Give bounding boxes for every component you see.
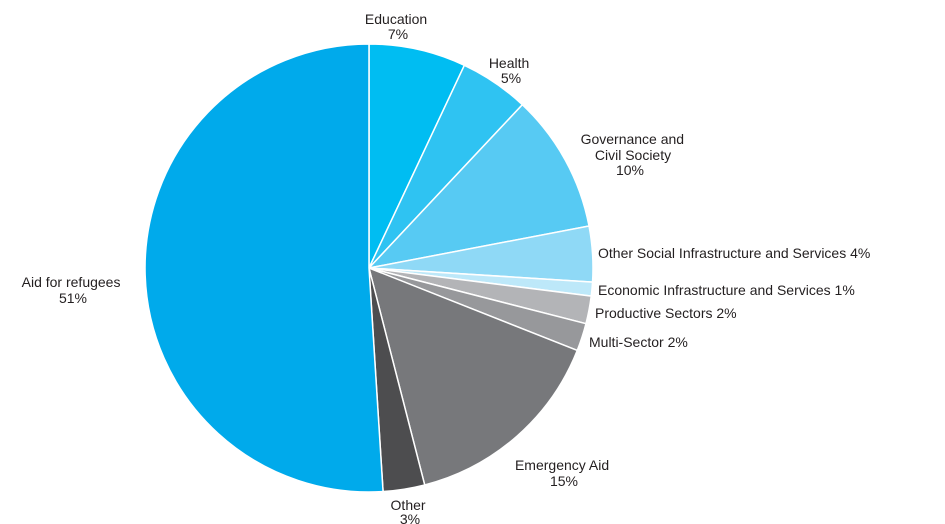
label-productive: Productive Sectors 2%	[595, 305, 737, 321]
label-emergency: Emergency Aid 15%	[515, 457, 613, 489]
label-education: Education 7%	[365, 11, 431, 42]
label-other: Other 3%	[391, 497, 430, 524]
pie-slice-aid-for-refugees	[144, 43, 384, 493]
slice-labels: Education 7% Health 5% Governance and Ci…	[22, 11, 871, 524]
label-health: Health 5%	[489, 55, 533, 86]
pie-slice-governance-and-civil-society	[366, 103, 590, 270]
label-economic: Economic Infrastructure and Services 1%	[598, 282, 855, 298]
label-other-social: Other Social Infrastructure and Services…	[598, 245, 870, 261]
label-multi-sector: Multi-Sector 2%	[589, 334, 688, 350]
pie-slice-emergency-aid	[367, 266, 579, 486]
label-governance: Governance and Civil Society 10%	[581, 131, 688, 178]
pie-slices	[144, 43, 594, 493]
label-refugees: Aid for refugees 51%	[22, 274, 125, 306]
